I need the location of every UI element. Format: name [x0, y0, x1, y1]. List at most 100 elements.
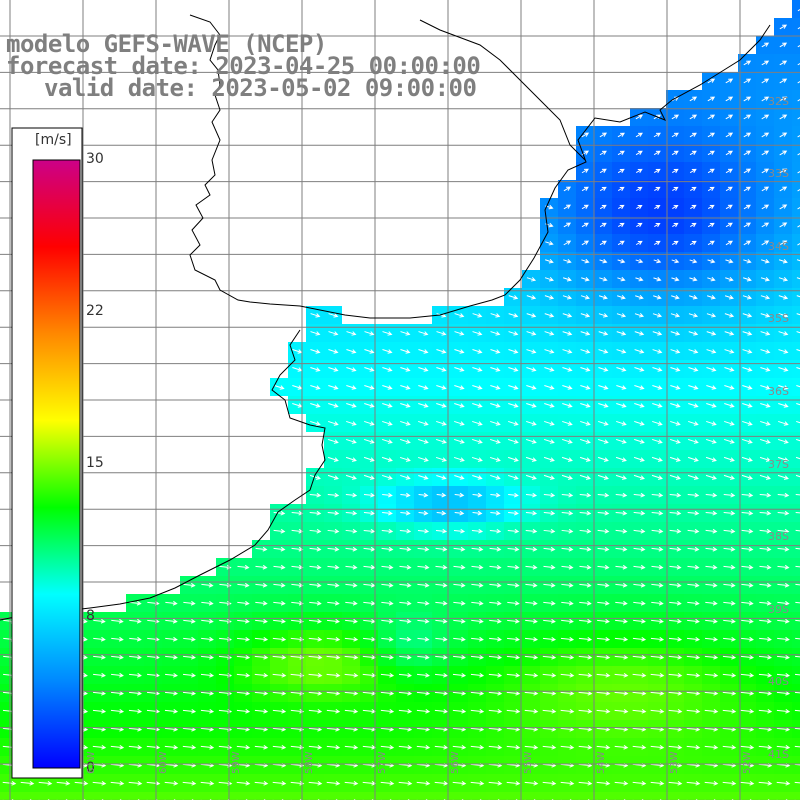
wind-arrow: [578, 654, 593, 660]
wind-arrow: [454, 331, 465, 336]
wind-speed-cell: [144, 792, 162, 800]
wind-speed-cell: [792, 414, 800, 432]
wind-arrow: [778, 259, 788, 264]
wind-arrow: [526, 313, 537, 318]
wind-arrow: [110, 744, 125, 750]
wind-arrow: [255, 582, 268, 588]
wind-arrow: [290, 672, 305, 678]
wind-arrow: [436, 349, 447, 354]
wind-arrow: [652, 420, 663, 426]
wind-arrow: [255, 564, 268, 570]
wind-arrow: [399, 582, 412, 588]
wind-arrow: [690, 186, 697, 192]
lon-label: 56W: [450, 751, 461, 774]
wind-arrow: [417, 600, 430, 606]
wind-arrow: [542, 780, 557, 786]
wind-arrow: [598, 385, 609, 390]
wind-arrow: [344, 690, 359, 696]
wind-arrow: [507, 528, 520, 534]
wind-arrow: [671, 258, 680, 264]
wind-arrow: [345, 438, 357, 444]
wind-arrow: [400, 349, 411, 354]
wind-arrow: [489, 438, 501, 444]
wind-arrow: [797, 62, 800, 66]
wind-speed-cell: [288, 792, 306, 800]
wind-arrow: [562, 402, 573, 408]
wind-arrow: [327, 564, 340, 570]
wind-arrow: [328, 349, 339, 354]
lat-label: 34S: [768, 240, 789, 253]
wind-arrow: [545, 240, 554, 246]
wind-arrow: [689, 276, 698, 282]
wind-arrow: [560, 780, 575, 786]
wind-arrow: [776, 780, 791, 786]
coastline: [0, 14, 771, 621]
wind-arrow: [563, 258, 572, 264]
wind-arrow: [417, 582, 430, 588]
wind-arrow: [110, 708, 125, 714]
wind-arrow: [382, 420, 393, 426]
wind-speed-cell: [54, 792, 72, 800]
wind-arrow: [705, 564, 718, 570]
wind-arrow: [650, 672, 665, 678]
wind-arrow: [236, 726, 251, 732]
wind-arrow: [560, 690, 575, 696]
wind-arrow: [706, 349, 717, 354]
wind-arrow: [759, 528, 772, 534]
wind-arrow: [779, 240, 788, 246]
wind-arrow: [400, 402, 411, 408]
wind-arrow: [761, 132, 770, 138]
wind-arrow: [688, 331, 699, 336]
wind-arrow: [452, 708, 467, 714]
wind-speed-cell: [792, 648, 800, 666]
wind-arrow: [653, 168, 661, 174]
wind-arrow: [56, 780, 71, 786]
wind-arrow: [704, 672, 719, 678]
wind-arrow: [542, 672, 557, 678]
wind-arrow: [508, 295, 519, 300]
wind-arrow: [722, 780, 737, 786]
wind-arrow: [290, 726, 305, 732]
wind-arrow: [525, 438, 537, 444]
wind-arrow: [490, 385, 501, 390]
wind-speed-cell: [522, 792, 540, 800]
wind-arrow: [723, 582, 736, 588]
wind-arrow: [346, 402, 357, 408]
wind-arrow: [671, 294, 680, 300]
wind-arrow: [669, 510, 682, 516]
wind-arrow: [471, 438, 483, 444]
wind-arrow: [795, 547, 800, 550]
wind-arrow: [741, 582, 754, 588]
wind-arrow: [382, 402, 393, 408]
wind-arrow: [599, 222, 607, 228]
wind-speed-cell: [792, 162, 800, 180]
wind-arrow: [524, 744, 539, 750]
wind-arrow: [435, 438, 447, 444]
wind-arrow: [346, 349, 357, 354]
wind-arrow: [417, 456, 429, 462]
wind-arrow: [779, 78, 788, 84]
wind-arrow: [706, 438, 717, 444]
wind-arrow: [506, 672, 521, 678]
wind-arrow: [273, 582, 286, 588]
wind-arrow: [382, 474, 393, 480]
wind-arrow: [634, 331, 645, 336]
wind-arrow: [579, 510, 592, 516]
wind-arrow: [686, 672, 701, 678]
wind-arrow: [364, 331, 375, 336]
wind-arrow: [723, 546, 736, 552]
wind-arrow: [472, 331, 483, 336]
wind-arrow: [725, 222, 733, 228]
wind-arrow: [796, 313, 800, 316]
wind-arrow: [635, 276, 644, 282]
wind-speed-cell: [792, 792, 800, 800]
lon-label: 53W: [669, 751, 680, 774]
wind-arrow: [201, 582, 214, 588]
wind-arrow: [236, 780, 251, 786]
wind-arrow: [308, 672, 323, 678]
wind-arrow: [579, 492, 592, 498]
wind-arrow: [760, 313, 771, 318]
lon-label: 57W: [377, 751, 388, 774]
wind-arrow: [416, 690, 431, 696]
